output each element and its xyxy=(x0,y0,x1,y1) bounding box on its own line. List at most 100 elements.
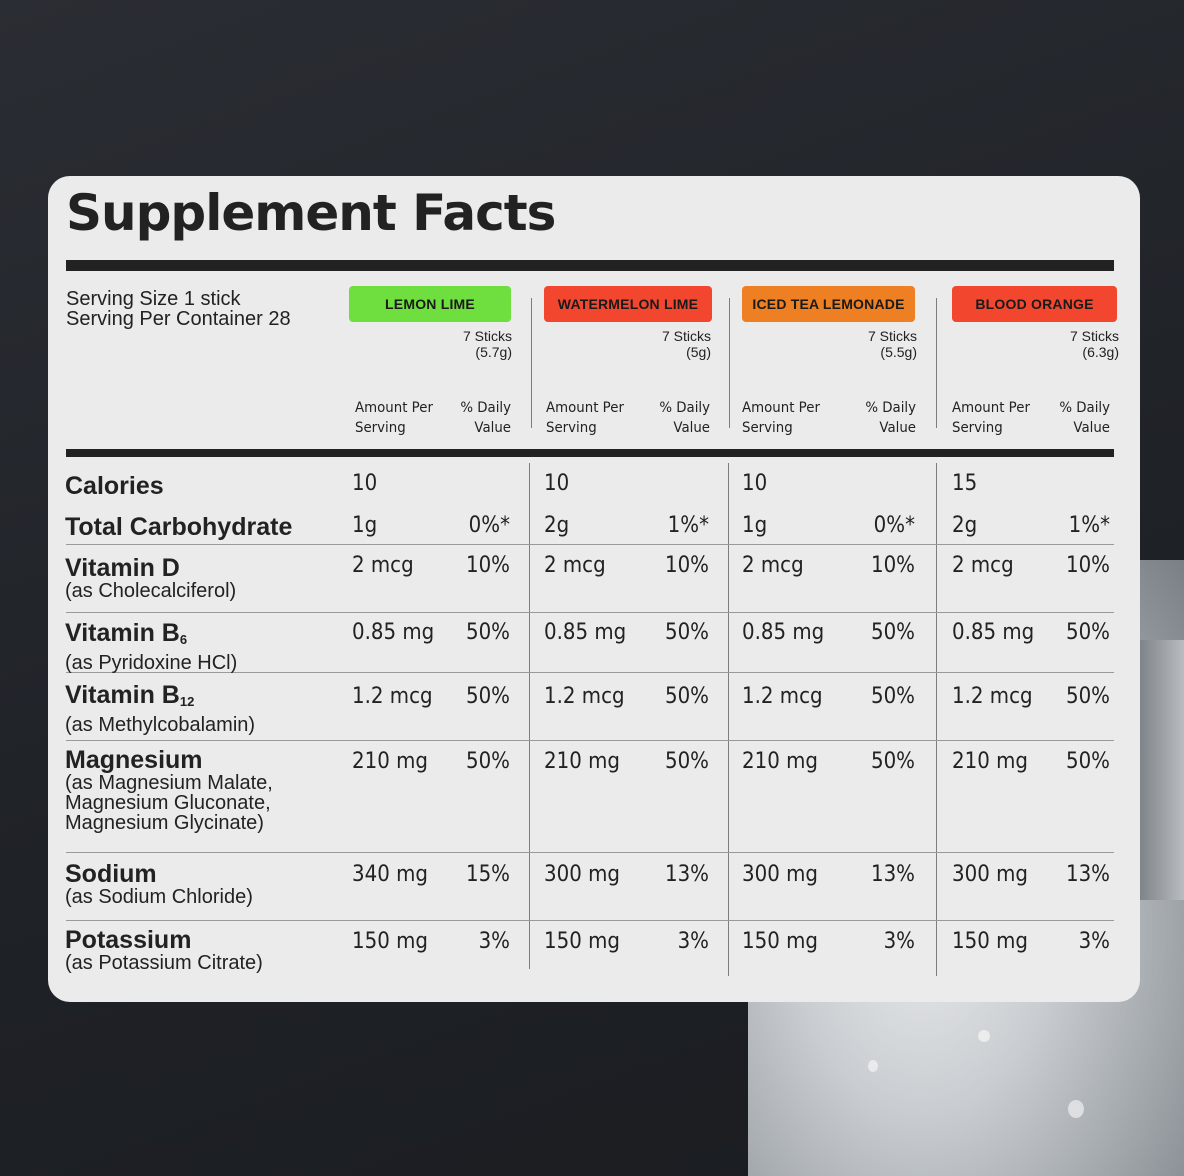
daily-value-percent: 10% xyxy=(870,553,915,578)
serving-size: Serving Size 1 stick xyxy=(66,288,241,310)
amount-value: 2 mcg xyxy=(352,553,414,578)
nutrient-row-vitamin-b6: Vitamin B6 (as Pyridoxine HCl) xyxy=(65,619,238,674)
daily-value-percent: 10% xyxy=(1065,553,1110,578)
flavor-badge-lemon-lime: LEMON LIME xyxy=(349,286,511,322)
daily-value-header: % Daily Value xyxy=(460,400,511,436)
amount-value: 10 xyxy=(742,471,768,496)
daily-value-percent: 3% xyxy=(883,929,915,954)
daily-value-percent: 10% xyxy=(465,553,510,578)
column-divider xyxy=(728,463,729,976)
amount-value: 210 mg xyxy=(952,749,1028,774)
amount-value: 2 mcg xyxy=(742,553,804,578)
daily-value-percent: 50% xyxy=(870,684,915,709)
daily-value-percent: 15% xyxy=(465,862,510,887)
amount-per-serving-header: Amount Per Serving xyxy=(952,400,1030,436)
nutrient-row-vitamin-b12: Vitamin B12 (as Methylcobalamin) xyxy=(65,681,256,736)
column-divider xyxy=(531,298,532,428)
column-divider xyxy=(529,463,530,969)
row-divider xyxy=(66,544,1114,545)
nutrient-row-magnesium: Magnesium (as Magnesium Malate, Magnesiu… xyxy=(65,746,273,834)
daily-value-percent: 13% xyxy=(870,862,915,887)
amount-value: 15 xyxy=(952,471,978,496)
amount-value: 10 xyxy=(352,471,378,496)
daily-value-header: % Daily Value xyxy=(865,400,916,436)
amount-value: 1.2 mcg xyxy=(352,684,433,709)
row-divider xyxy=(66,920,1114,921)
amount-value: 0.85 mg xyxy=(742,620,825,645)
amount-value: 1g xyxy=(742,513,768,538)
amount-value: 2 mcg xyxy=(952,553,1014,578)
amount-value: 0.85 mg xyxy=(952,620,1035,645)
daily-value-percent: 50% xyxy=(664,684,709,709)
amount-value: 210 mg xyxy=(544,749,620,774)
row-divider xyxy=(66,740,1114,741)
amount-value: 300 mg xyxy=(952,862,1028,887)
title-divider xyxy=(66,260,1114,271)
amount-value: 2 mcg xyxy=(544,553,606,578)
flavor-badge-watermelon-lime: WATERMELON LIME xyxy=(544,286,712,322)
daily-value-percent: 13% xyxy=(1065,862,1110,887)
daily-value-percent: 3% xyxy=(677,929,709,954)
daily-value-percent: 50% xyxy=(664,620,709,645)
daily-value-percent: 50% xyxy=(465,684,510,709)
sticks-watermelon-lime: 7 Sticks (5g) xyxy=(661,328,711,360)
column-divider xyxy=(936,463,937,976)
amount-value: 340 mg xyxy=(352,862,428,887)
amount-value: 150 mg xyxy=(952,929,1028,954)
servings-per-container: Serving Per Container 28 xyxy=(66,308,291,330)
daily-value-percent: 3% xyxy=(478,929,510,954)
amount-value: 300 mg xyxy=(544,862,620,887)
daily-value-percent: 50% xyxy=(465,749,510,774)
amount-per-serving-header: Amount Per Serving xyxy=(355,400,433,436)
amount-value: 210 mg xyxy=(352,749,428,774)
row-divider xyxy=(66,672,1114,673)
column-divider xyxy=(729,298,730,428)
daily-value-percent: 50% xyxy=(1065,620,1110,645)
amount-value: 1g xyxy=(352,513,378,538)
amount-value: 150 mg xyxy=(544,929,620,954)
nutrient-row-sodium: Sodium (as Sodium Chloride) xyxy=(65,860,253,908)
sticks-blood-orange: 7 Sticks (6.3g) xyxy=(1069,328,1119,360)
nutrient-row-total-carbohydrate: Total Carbohydrate xyxy=(65,513,293,541)
amount-value: 150 mg xyxy=(352,929,428,954)
daily-value-percent: 50% xyxy=(1065,749,1110,774)
flavor-badge-iced-tea-lemonade: ICED TEA LEMONADE xyxy=(742,286,915,322)
daily-value-percent: 1%* xyxy=(1068,513,1110,538)
amount-value: 210 mg xyxy=(742,749,818,774)
daily-value-percent: 3% xyxy=(1078,929,1110,954)
daily-value-percent: 50% xyxy=(870,620,915,645)
amount-value: 0.85 mg xyxy=(544,620,627,645)
amount-value: 1.2 mcg xyxy=(742,684,823,709)
nutrient-row-vitamin-d: Vitamin D (as Cholecalciferol) xyxy=(65,554,237,602)
amount-per-serving-header: Amount Per Serving xyxy=(546,400,624,436)
daily-value-percent: 0%* xyxy=(468,513,510,538)
flavor-badge-blood-orange: BLOOD ORANGE xyxy=(952,286,1117,322)
amount-value: 1.2 mcg xyxy=(544,684,625,709)
daily-value-percent: 13% xyxy=(664,862,709,887)
serving-info: Serving Size 1 stick Serving Per Contain… xyxy=(66,289,291,329)
supplement-facts-panel: Supplement Facts Serving Size 1 stick Se… xyxy=(48,176,1140,1002)
amount-value: 2g xyxy=(544,513,570,538)
daily-value-percent: 10% xyxy=(664,553,709,578)
nutrient-row-potassium: Potassium (as Potassium Citrate) xyxy=(65,926,263,974)
daily-value-header: % Daily Value xyxy=(1059,400,1110,436)
amount-value: 150 mg xyxy=(742,929,818,954)
sticks-iced-tea-lemonade: 7 Sticks (5.5g) xyxy=(867,328,917,360)
panel-title: Supplement Facts xyxy=(66,184,556,242)
daily-value-percent: 50% xyxy=(870,749,915,774)
amount-value: 1.2 mcg xyxy=(952,684,1033,709)
daily-value-percent: 0%* xyxy=(873,513,915,538)
amount-value: 2g xyxy=(952,513,978,538)
sticks-lemon-lime: 7 Sticks (5.7g) xyxy=(462,328,512,360)
row-divider xyxy=(66,852,1114,853)
amount-value: 0.85 mg xyxy=(352,620,435,645)
nutrient-row-calories: Calories xyxy=(65,472,164,500)
daily-value-percent: 50% xyxy=(465,620,510,645)
row-divider xyxy=(66,612,1114,613)
column-divider xyxy=(936,298,937,428)
daily-value-percent: 1%* xyxy=(667,513,709,538)
header-divider xyxy=(66,449,1114,457)
daily-value-percent: 50% xyxy=(664,749,709,774)
amount-value: 300 mg xyxy=(742,862,818,887)
daily-value-header: % Daily Value xyxy=(659,400,710,436)
